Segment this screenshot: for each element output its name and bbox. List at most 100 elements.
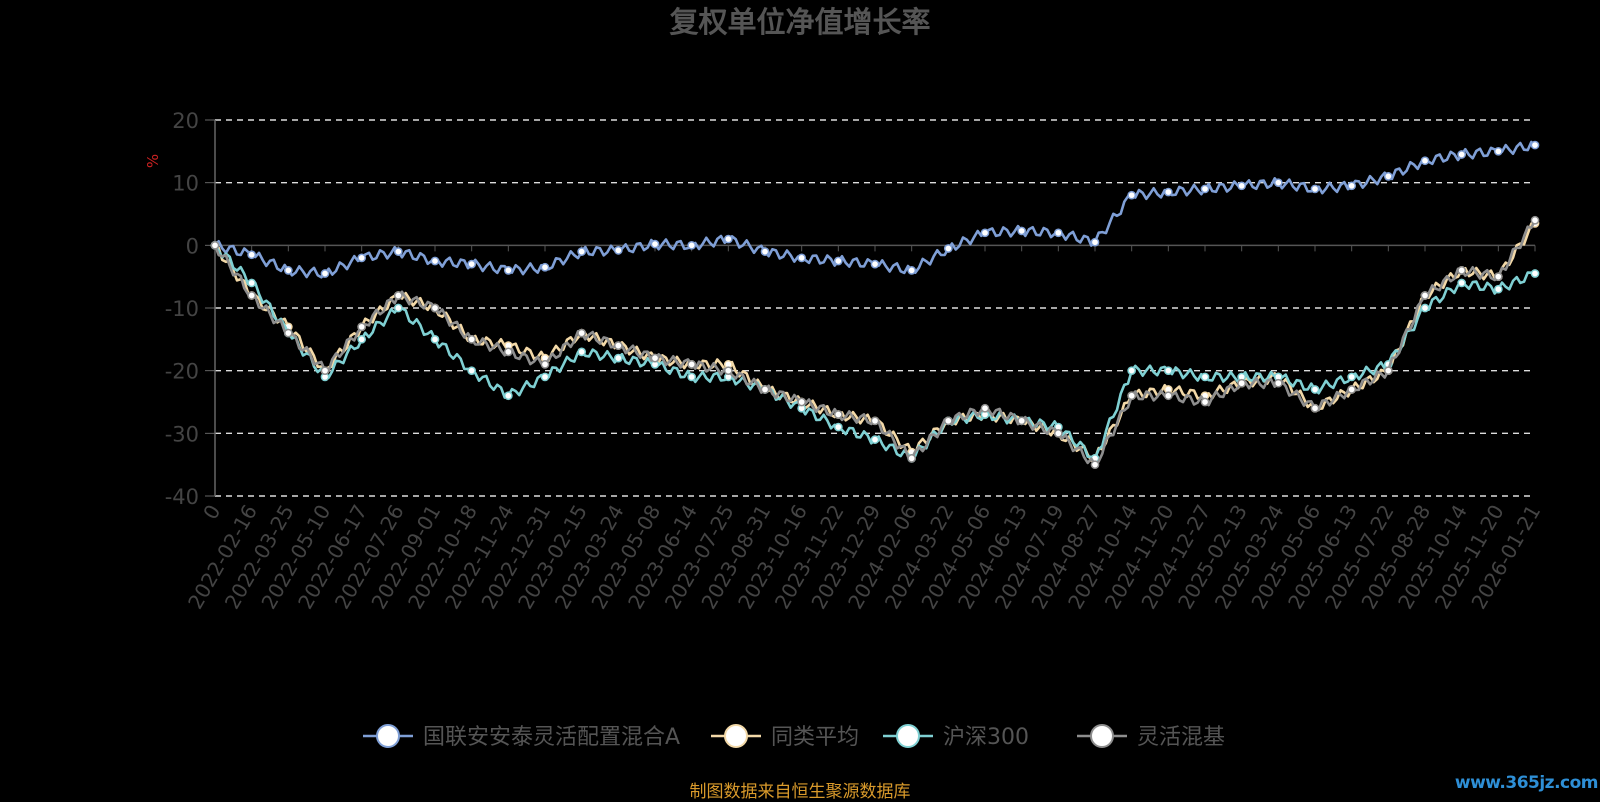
data-point [980,403,990,413]
data-point [1127,391,1137,401]
data-point [283,328,293,338]
watermark: www.365jz.com [1454,773,1599,793]
data-point [1127,190,1137,200]
data-point [870,259,880,269]
data-point [613,341,623,350]
data-point [247,250,257,260]
data-point [1127,366,1137,376]
legend-label: 国联安安泰灵活配置混合A [423,725,680,750]
legend-item: 沪深300 [883,724,1029,750]
data-point [1420,291,1430,300]
data-point [1420,303,1430,313]
data-point [650,353,660,363]
data-point [1310,403,1320,413]
y-tick-label: 0 [186,234,199,258]
data-point [577,347,587,357]
data-point [1200,184,1210,194]
data-point [613,353,623,363]
data-point [907,454,917,463]
data-point [1200,397,1210,407]
legend-item: 国联安安泰灵活配置混合A [363,724,680,750]
legend[interactable]: 国联安安泰灵活配置混合A 同类平均 沪深300 灵活混基 [363,724,1225,750]
legend-item: 灵活混基 [1077,724,1225,750]
data-point [1347,181,1357,191]
series-line [213,244,1536,460]
data-point [1017,416,1027,426]
data-point [980,228,990,238]
y-tick-label: -40 [165,485,199,509]
data-point [357,334,367,344]
data-point [430,303,440,313]
legend-marker [1090,724,1114,748]
data-point [540,262,550,272]
data-point [650,239,660,249]
legend-item: 同类平均 [711,724,859,750]
y-axis-label: % [144,154,162,168]
data-point [833,422,843,432]
legend-marker [376,724,400,748]
data-point [1310,385,1320,394]
data-point [210,240,220,250]
data-point [1347,372,1357,382]
data-point [687,240,697,250]
data-point [357,253,367,263]
data-point [1163,366,1173,376]
data-point [283,266,293,275]
data-point [943,244,953,253]
data-point [907,266,917,275]
y-tick-label: 10 [172,172,199,196]
data-point [467,366,477,376]
series-line [214,140,1536,279]
data-point [613,245,623,255]
data-point [1457,278,1467,288]
y-tick-label: 20 [172,109,199,133]
data-point [687,372,697,382]
data-point [723,234,733,244]
data-point [1530,269,1540,278]
data-point [723,366,733,376]
data-point [320,269,330,278]
data-point [320,366,330,376]
legend-label: 沪深300 [943,725,1029,750]
chart-title: 复权单位净值增长率 [669,5,930,39]
data-point [247,278,257,288]
data-point [1090,237,1100,247]
axes: 20100-10-20-30-4002022-02-162022-03-2520… [165,109,1546,613]
data-point [1200,372,1210,382]
data-point [1017,226,1027,236]
data-point [1420,156,1430,166]
data-point [1273,178,1283,188]
data-source-note: 制图数据来自恒生聚源数据库 [689,782,911,802]
data-point [1090,460,1100,470]
data-point [540,372,550,382]
legend-marker [724,724,748,748]
data-point [1273,378,1283,388]
data-point [870,416,880,426]
data-point [393,303,403,313]
y-tick-label: -30 [165,422,199,446]
data-point [247,291,257,300]
data-point [430,334,440,344]
data-point [1493,146,1503,156]
data-point [1383,366,1393,376]
data-point [760,385,770,394]
y-tick-label: -20 [165,360,199,384]
data-point [1053,428,1063,438]
data-point [1237,181,1247,191]
data-point [833,256,843,266]
data-point [1347,385,1357,394]
data-point [833,410,843,419]
data-point [1053,228,1063,238]
data-point [393,291,403,300]
series-lines [210,140,1540,470]
legend-label: 同类平均 [771,725,859,750]
data-point [357,322,367,332]
data-point [687,360,697,369]
data-point [393,247,403,256]
data-point [870,435,880,444]
data-point [1530,140,1540,150]
data-point [1457,266,1467,275]
data-point [797,253,807,263]
data-point [467,334,477,344]
